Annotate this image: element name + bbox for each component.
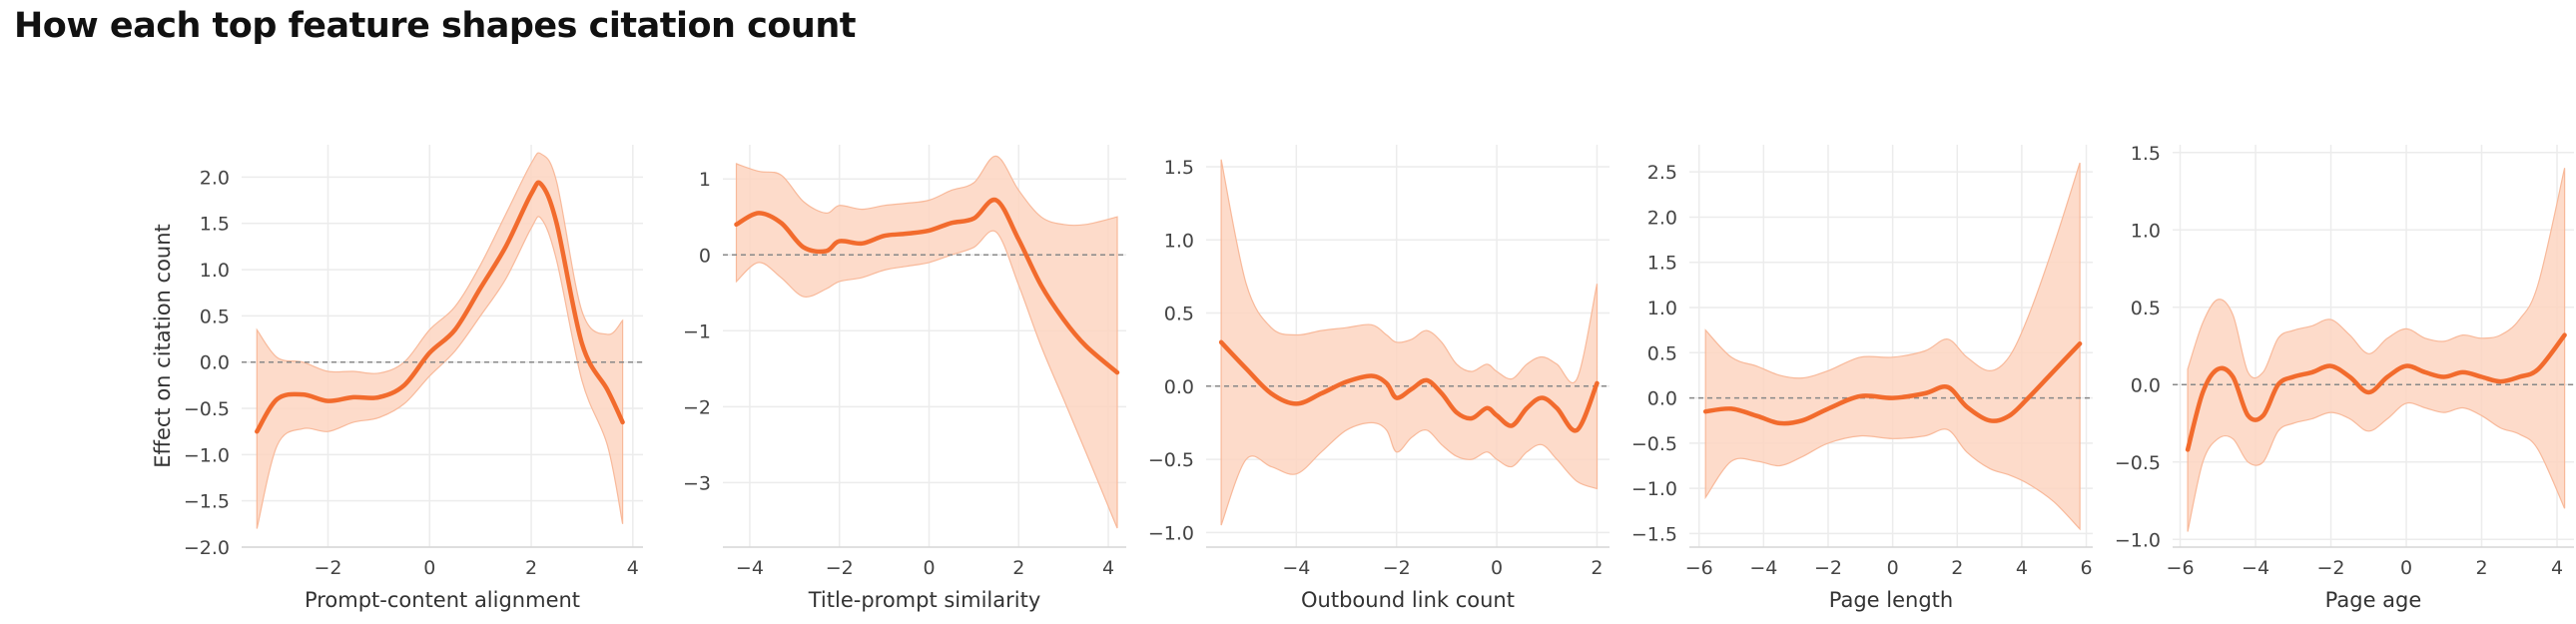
y-tick-label: 0.5 — [2131, 298, 2161, 319]
y-tick-label: −1 — [683, 320, 711, 342]
effect-line — [2185, 332, 2567, 452]
x-tick-label: −4 — [1282, 557, 1310, 579]
x-tick-label: 4 — [627, 557, 639, 579]
x-tick-label: −2 — [826, 557, 854, 579]
y-tick-label: −1.0 — [1631, 478, 1677, 500]
y-tick-label: 1 — [699, 169, 711, 191]
x-axis-label: Prompt-content alignment — [305, 588, 580, 612]
panel-5: −6 −4 −2 0 2 4 −1.0 −0.5 0.0 0.5 1.0 1.5 Page age — [2115, 143, 2574, 612]
effect-line — [1218, 339, 1600, 433]
x-tick-label: 4 — [2016, 557, 2028, 579]
y-tick-label: 0.5 — [1647, 342, 1677, 364]
y-tick-label: 0.0 — [1164, 376, 1194, 398]
x-tick-label: −2 — [2317, 557, 2345, 579]
y-axis-label: Effect on citation count — [151, 224, 175, 468]
x-tick-label: −6 — [2167, 557, 2195, 579]
y-tick-label: −3 — [683, 472, 711, 494]
y-tick-label: 2.0 — [200, 167, 230, 189]
y-tick-label: 1.0 — [2131, 220, 2161, 242]
x-tick-label: 2 — [1591, 557, 1603, 579]
x-tick-label: −2 — [1383, 557, 1411, 579]
x-axis-label: Page age — [2325, 588, 2422, 612]
confidence-band — [256, 152, 624, 529]
page-title: How each top feature shapes citation cou… — [14, 6, 857, 46]
x-tick-label: 0 — [423, 557, 435, 579]
y-tick-label: 0.5 — [1164, 304, 1194, 325]
y-tick-label: 1.0 — [1647, 298, 1677, 319]
confidence-band — [735, 155, 1118, 529]
x-tick-label: 0 — [923, 557, 935, 579]
x-tick-label: −2 — [314, 557, 341, 579]
y-tick-label: 1.5 — [200, 214, 230, 236]
y-tick-label: −0.5 — [1148, 449, 1194, 471]
x-tick-label: 2 — [1951, 557, 1963, 579]
x-tick-label: 6 — [2080, 557, 2092, 579]
y-tick-label: 2.0 — [1647, 207, 1677, 229]
panel-3: −4 −2 0 2 −1.0 −0.5 0.0 0.5 1.0 1.5 Outbound link … — [1148, 145, 1610, 612]
confidence-band — [2187, 168, 2566, 532]
y-tick-label: 0 — [699, 245, 711, 267]
panel-2: −4 −2 0 2 4 −3 −2 −1 0 1 Title-prompt similarity — [683, 145, 1126, 612]
y-tick-label: 1.5 — [2131, 143, 2161, 165]
x-tick-label: 2 — [525, 557, 537, 579]
y-tick-label: 1.0 — [200, 260, 230, 282]
x-tick-label: 4 — [1102, 557, 1114, 579]
x-tick-label: 2 — [1012, 557, 1024, 579]
effect-line — [255, 180, 625, 434]
y-tick-label: −2.0 — [184, 537, 230, 559]
y-tick-label: −0.5 — [2115, 452, 2161, 474]
y-tick-label: 1.5 — [1647, 253, 1677, 275]
x-tick-label: 2 — [2475, 557, 2487, 579]
x-tick-label: −4 — [736, 557, 764, 579]
panel-4: −6 −4 −2 0 2 4 6 −1.5 −1.0 −0.5 0.0 0.5 1.0 1.5 2.0 2.5… — [1631, 145, 2093, 612]
y-tick-label: −1.0 — [2115, 529, 2161, 551]
y-tick-label: −1.5 — [184, 491, 230, 513]
y-tick-label: −1.5 — [1631, 523, 1677, 545]
y-tick-label: 0.0 — [1647, 388, 1677, 410]
y-tick-label: −2 — [683, 396, 711, 418]
y-tick-label: 1.5 — [1164, 157, 1194, 179]
y-tick-label: 0.0 — [2131, 374, 2161, 396]
x-tick-label: 4 — [2551, 557, 2563, 579]
y-tick-label: 0.5 — [200, 306, 230, 327]
y-tick-label: 0.0 — [200, 352, 230, 374]
x-axis-label: Outbound link count — [1301, 588, 1515, 612]
y-tick-label: −0.5 — [1631, 433, 1677, 455]
x-tick-label: −4 — [1749, 557, 1777, 579]
confidence-band — [1220, 159, 1599, 526]
x-tick-label: −2 — [1814, 557, 1842, 579]
effect-line — [1702, 340, 2083, 426]
confidence-band — [1704, 162, 2081, 531]
y-tick-label: −1.0 — [1148, 522, 1194, 544]
panel-1: −2 0 2 4 −2.0 −1.5 −1.0 −0.5 0.0 0.5 1.0 1.5 2.0 Prom… — [151, 145, 643, 612]
x-axis-label: Page length — [1829, 588, 1953, 612]
y-tick-label: −0.5 — [184, 398, 230, 420]
y-tick-label: −1.0 — [184, 444, 230, 466]
x-tick-label: 0 — [1491, 557, 1503, 579]
x-axis-label: Title-prompt similarity — [808, 588, 1041, 612]
y-tick-label: 2.5 — [1647, 162, 1677, 184]
x-tick-label: 0 — [1887, 557, 1899, 579]
x-tick-label: 0 — [2400, 557, 2412, 579]
y-tick-label: 1.0 — [1164, 230, 1194, 252]
effect-line — [734, 197, 1120, 375]
x-tick-label: −4 — [2242, 557, 2269, 579]
x-tick-label: −6 — [1685, 557, 1713, 579]
